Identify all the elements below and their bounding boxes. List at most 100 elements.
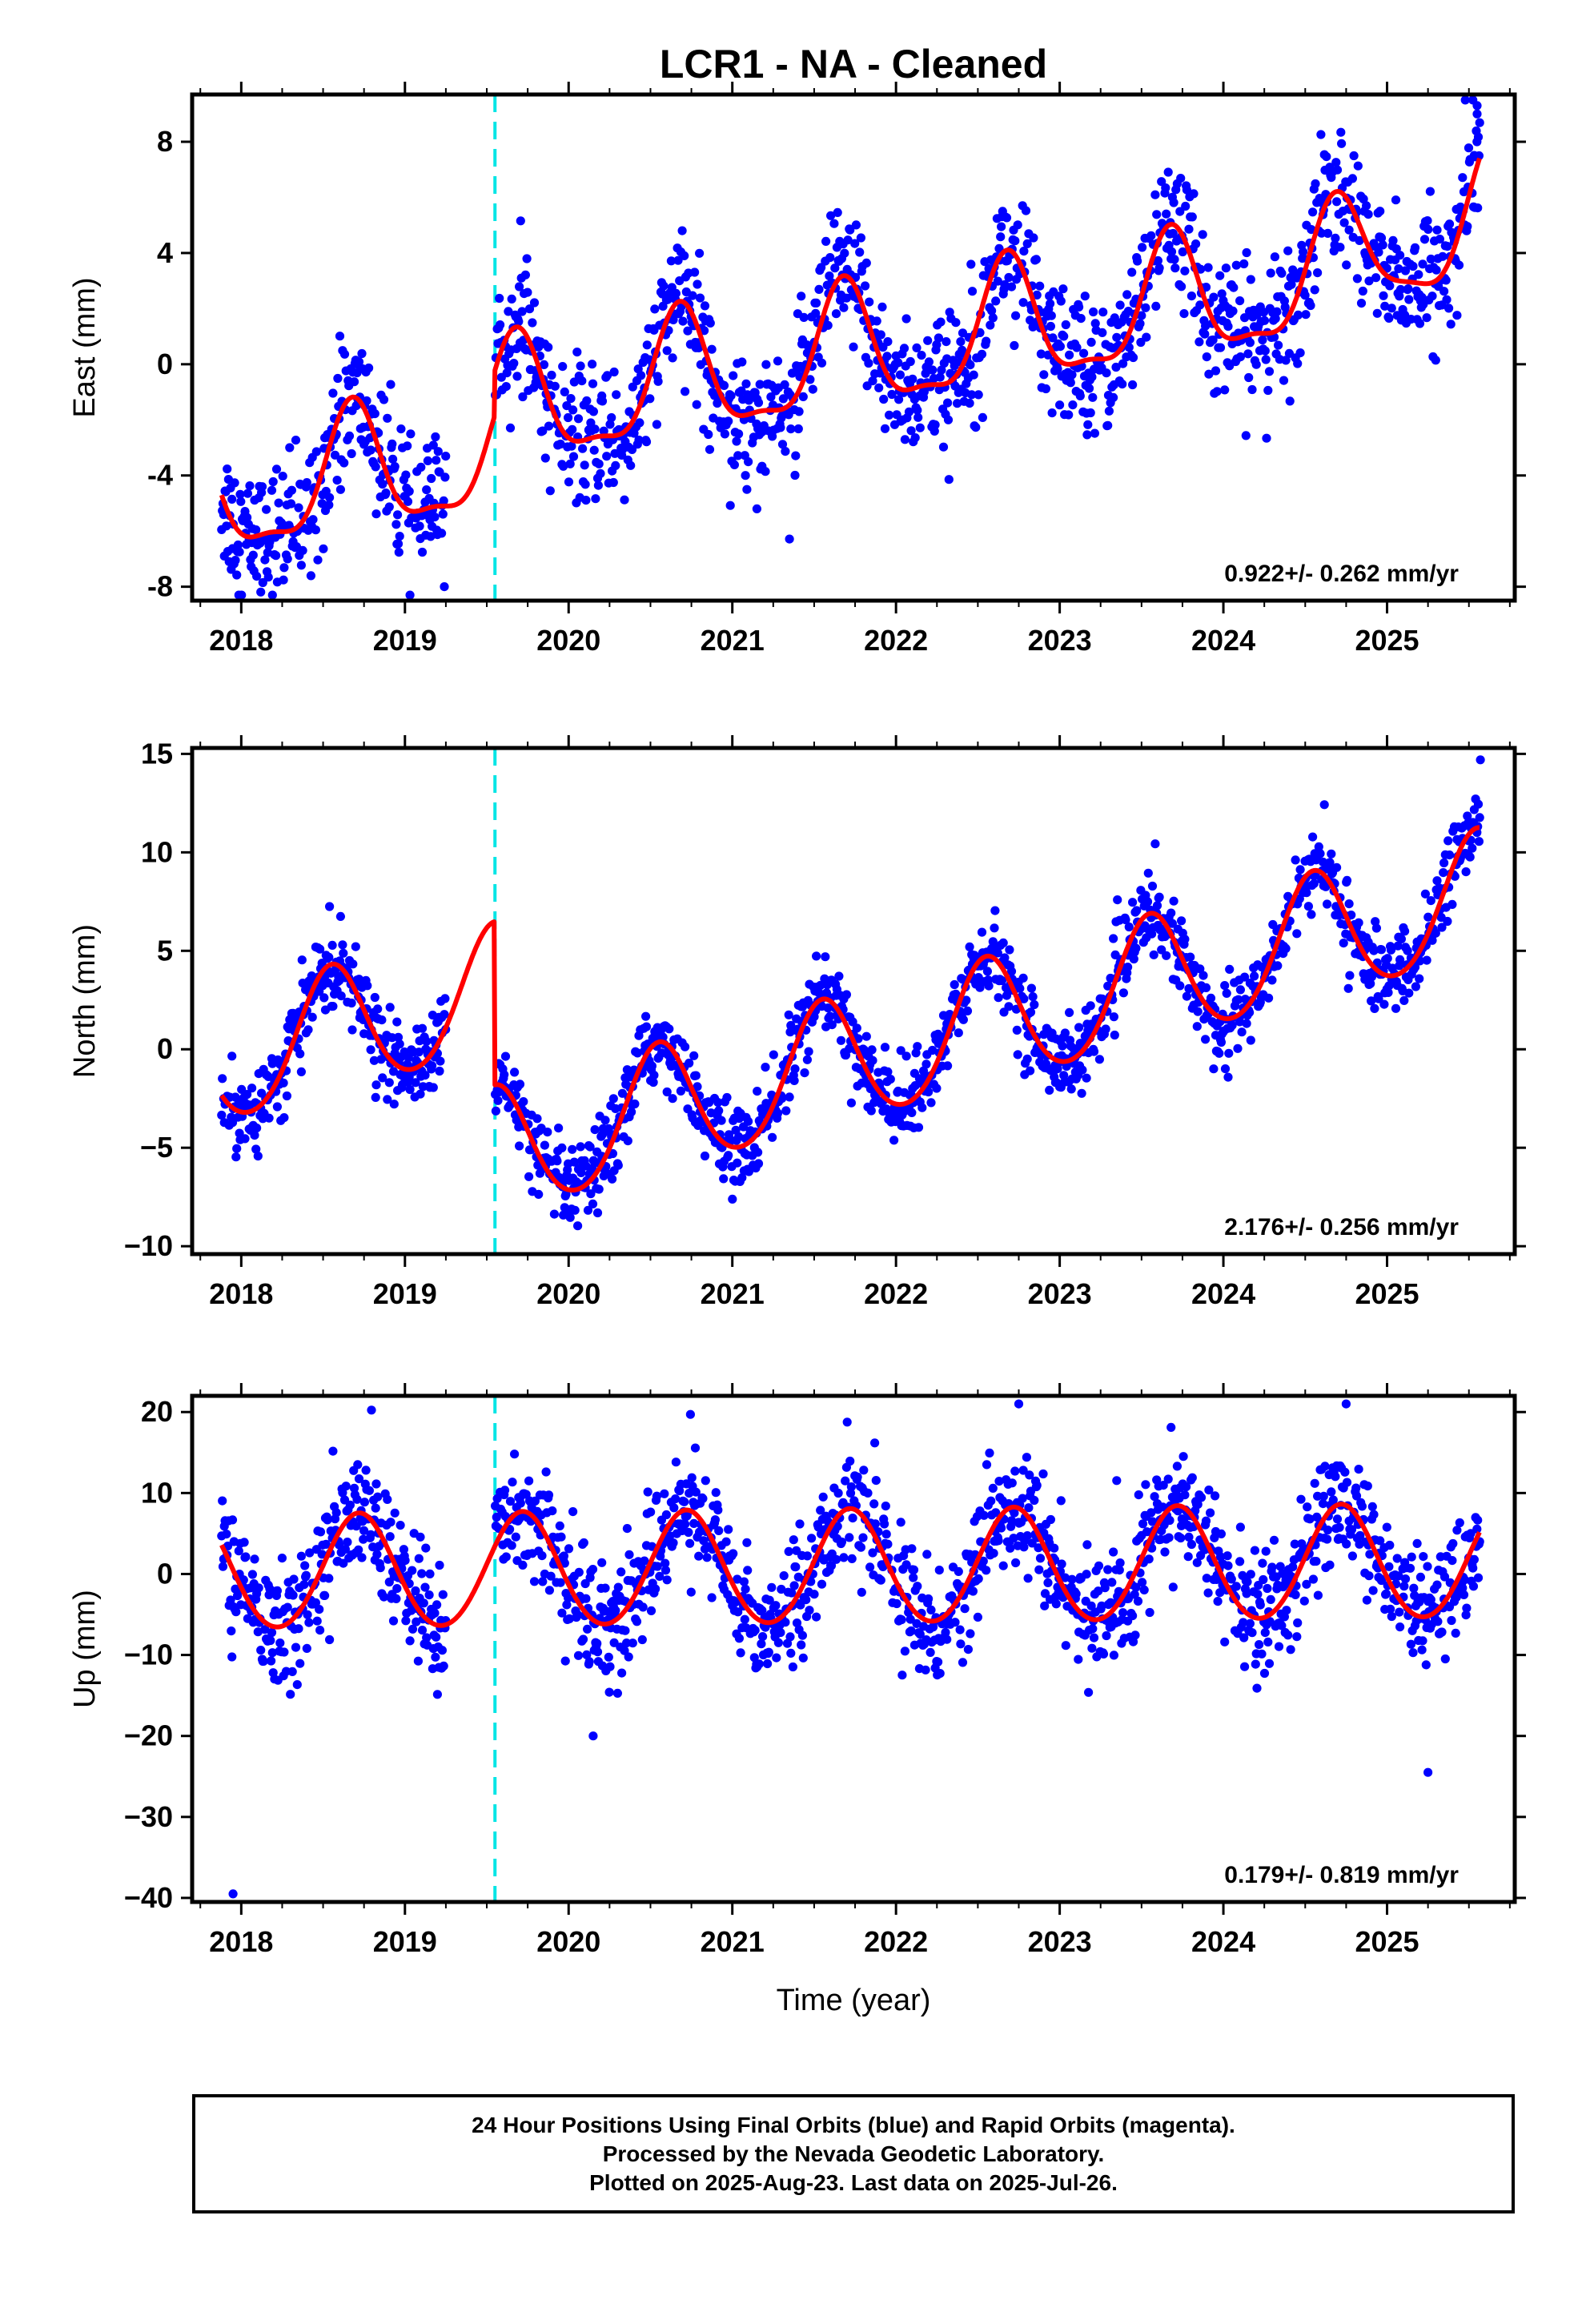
data-point bbox=[1212, 387, 1222, 396]
data-point bbox=[1380, 301, 1390, 311]
data-point bbox=[315, 944, 325, 954]
data-point bbox=[1439, 287, 1449, 296]
data-point bbox=[279, 563, 289, 573]
data-point bbox=[678, 316, 688, 326]
data-point bbox=[1419, 235, 1430, 244]
data-point bbox=[1327, 849, 1336, 858]
data-point bbox=[275, 1638, 285, 1648]
data-point bbox=[384, 502, 394, 512]
data-point bbox=[683, 326, 693, 336]
data-point bbox=[1387, 1611, 1396, 1622]
data-point bbox=[668, 353, 677, 363]
data-point bbox=[825, 271, 834, 281]
data-point bbox=[962, 995, 971, 1005]
data-point bbox=[333, 373, 343, 384]
data-point bbox=[588, 1199, 598, 1208]
data-point bbox=[1133, 256, 1142, 266]
data-point bbox=[1134, 1490, 1143, 1500]
data-point bbox=[977, 349, 987, 359]
data-point bbox=[282, 1091, 291, 1101]
data-point bbox=[1193, 1500, 1203, 1510]
data-point bbox=[247, 1084, 257, 1093]
data-point bbox=[1195, 964, 1205, 974]
data-point bbox=[1018, 298, 1028, 308]
data-point bbox=[1307, 910, 1316, 919]
data-point bbox=[1444, 304, 1454, 313]
data-point bbox=[691, 1487, 701, 1497]
data-point bbox=[241, 1552, 251, 1562]
data-point bbox=[1335, 243, 1345, 252]
data-point bbox=[351, 1522, 361, 1531]
data-point bbox=[541, 1467, 551, 1477]
data-point bbox=[1315, 849, 1325, 858]
data-point bbox=[529, 298, 540, 308]
data-point bbox=[1331, 158, 1341, 167]
data-point bbox=[523, 287, 532, 297]
y-axis-label: North (mm) bbox=[68, 924, 102, 1078]
data-point bbox=[1079, 348, 1089, 358]
data-point bbox=[1355, 235, 1364, 245]
data-point bbox=[778, 394, 789, 404]
data-point bbox=[1472, 1524, 1482, 1534]
data-point bbox=[1150, 839, 1160, 849]
data-point bbox=[404, 1053, 413, 1063]
y-axis-label: Up (mm) bbox=[68, 1590, 102, 1708]
data-point bbox=[776, 1628, 785, 1638]
data-point bbox=[917, 351, 926, 360]
data-point bbox=[1463, 811, 1472, 821]
data-point bbox=[798, 392, 808, 401]
data-point bbox=[1259, 1574, 1268, 1585]
data-point bbox=[1407, 1552, 1416, 1562]
data-point bbox=[291, 1642, 301, 1652]
data-point bbox=[440, 472, 450, 482]
data-point bbox=[1335, 1522, 1344, 1532]
data-point bbox=[590, 424, 600, 434]
data-point bbox=[438, 509, 448, 519]
data-point bbox=[1342, 1539, 1351, 1549]
data-point bbox=[1074, 1023, 1084, 1032]
data-point bbox=[867, 1045, 877, 1055]
data-point bbox=[1269, 1535, 1279, 1545]
data-point bbox=[1444, 219, 1455, 229]
data-point bbox=[1163, 167, 1173, 177]
data-point bbox=[1459, 1590, 1469, 1599]
data-point bbox=[1396, 935, 1406, 944]
data-point bbox=[1374, 247, 1383, 257]
data-point bbox=[1152, 210, 1162, 219]
data-point bbox=[303, 1025, 313, 1035]
data-point bbox=[387, 439, 397, 449]
data-point bbox=[354, 1545, 363, 1554]
data-point bbox=[1062, 1062, 1071, 1072]
data-point bbox=[400, 1555, 410, 1566]
data-point bbox=[624, 1550, 634, 1559]
data-point bbox=[662, 1087, 672, 1097]
data-point bbox=[994, 1536, 1003, 1546]
data-point bbox=[1176, 1533, 1186, 1543]
data-point bbox=[912, 343, 921, 352]
data-point bbox=[1322, 152, 1331, 162]
data-point bbox=[1266, 268, 1275, 278]
data-point bbox=[800, 1068, 809, 1078]
data-point bbox=[428, 1083, 438, 1092]
data-point bbox=[296, 1551, 306, 1561]
data-point bbox=[593, 480, 604, 490]
data-point bbox=[1202, 352, 1211, 362]
data-point bbox=[422, 1633, 432, 1642]
data-point bbox=[1372, 308, 1382, 318]
data-point bbox=[1225, 964, 1235, 974]
data-point bbox=[896, 1046, 905, 1055]
data-point bbox=[327, 940, 337, 950]
data-point bbox=[511, 1532, 520, 1542]
data-point bbox=[753, 1159, 764, 1168]
data-point bbox=[518, 1560, 528, 1570]
data-point bbox=[1281, 943, 1291, 953]
data-point bbox=[1068, 400, 1078, 410]
data-point bbox=[692, 400, 701, 409]
y-tick-label: −40 bbox=[124, 1881, 173, 1914]
data-point bbox=[991, 1508, 1001, 1518]
data-point bbox=[303, 1610, 312, 1619]
data-point bbox=[1375, 207, 1385, 216]
x-tick-label: 2024 bbox=[1191, 624, 1255, 657]
data-point bbox=[496, 320, 505, 330]
data-point bbox=[1388, 235, 1398, 245]
